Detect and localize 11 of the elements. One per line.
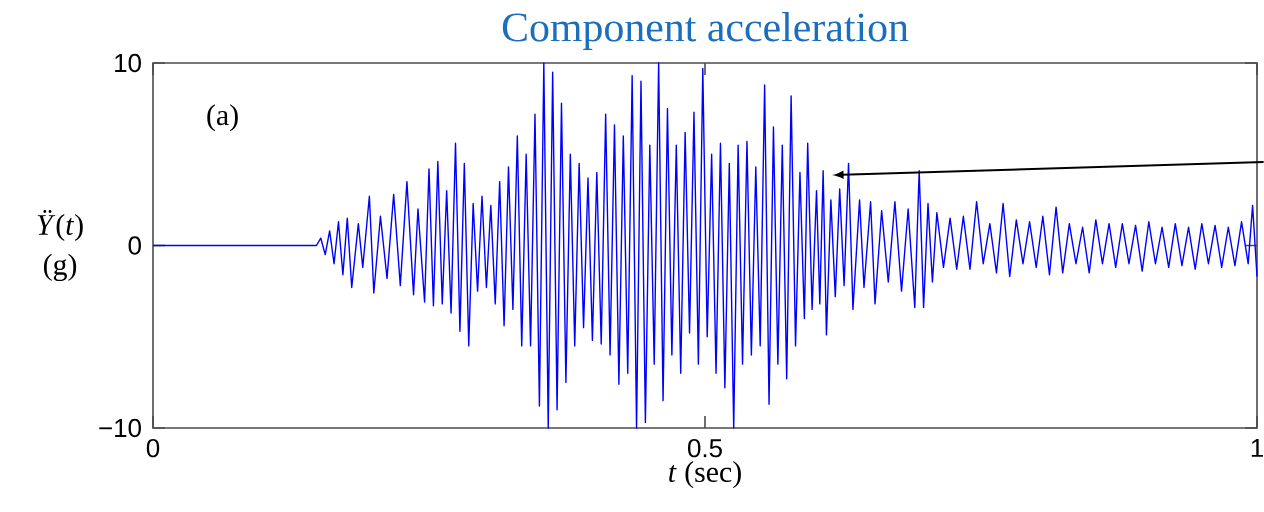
y-tick-label: 0 (128, 236, 141, 255)
y-tick-label: −10 (99, 418, 141, 438)
chart-title: Component acceleration (502, 12, 909, 50)
line-series (152, 62, 1258, 429)
x-tick-label: 1 (1251, 439, 1263, 457)
y-tick-label: 10 (115, 53, 141, 73)
annotation: (a) (207, 104, 238, 132)
x-tick-label: 0.5 (688, 439, 722, 458)
x-tick-label: 0 (146, 439, 160, 458)
x-axis-title: t (sec) (669, 461, 741, 489)
y-axis-title: Ÿ(t) (g) (37, 210, 83, 282)
